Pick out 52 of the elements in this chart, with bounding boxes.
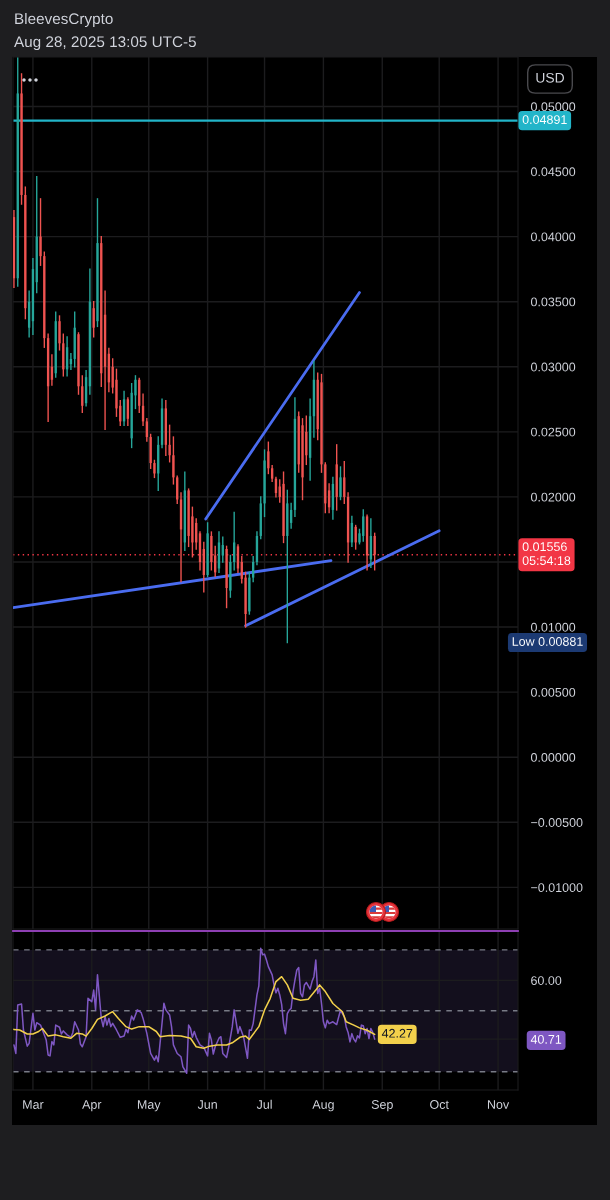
- candlestick: [263, 449, 266, 518]
- ref-line-label: 0.04891: [522, 115, 567, 124]
- candlestick: [187, 488, 190, 548]
- candlestick: [24, 186, 27, 320]
- candlestick: [115, 368, 118, 417]
- candlestick: [206, 522, 209, 577]
- y-tick-label: 0.05000: [530, 102, 576, 112]
- chart-title: BleevesCrypto: [15, 12, 113, 28]
- chart-subtitle: Aug 28, 2025 13:05 UTC-5: [14, 36, 196, 51]
- candlestick: [225, 545, 228, 609]
- y-axis-title: USD: [536, 72, 564, 83]
- x-tick-label: Mar: [23, 1100, 44, 1109]
- x-tick-label: Sep: [371, 1100, 393, 1112]
- candlestick: [286, 489, 289, 644]
- ref-line-label: 0.01556 05:54:18: [522, 542, 571, 565]
- x-tick-label: Oct: [430, 1100, 449, 1109]
- candlestick: [77, 332, 80, 395]
- candlestick: [301, 418, 304, 501]
- x-tick-label: May: [137, 1100, 161, 1112]
- candlestick: [39, 198, 42, 266]
- candlestick: [172, 436, 175, 485]
- candlestick: [96, 198, 99, 328]
- line-series: [13, 975, 376, 1050]
- x-tick-label: Nov: [487, 1100, 510, 1109]
- y-tick-label: 0.00000: [530, 753, 576, 762]
- candlestick: [58, 315, 61, 351]
- candlestick: [373, 532, 376, 571]
- candlestick: [20, 73, 23, 205]
- y-tick-label: 60.00: [531, 976, 562, 985]
- x-tick-label: Jun: [197, 1100, 217, 1109]
- y-tick-label: 0.00500: [530, 687, 576, 697]
- y-tick-label: 0.03500: [530, 297, 576, 307]
- candlestick: [153, 459, 156, 479]
- y-tick-label: 0.04000: [530, 232, 576, 242]
- y-tick-label: 40.71: [530, 1034, 562, 1044]
- x-tick-label: Apr: [82, 1100, 102, 1112]
- line-series: [13, 947, 376, 1075]
- annotation: Low 0.00881: [512, 637, 583, 646]
- candlestick: [339, 466, 342, 501]
- x-tick-label: Aug: [312, 1100, 334, 1112]
- candlestick: [320, 373, 323, 473]
- y-tick-label: −0.01000: [531, 883, 583, 892]
- candlestick: [282, 471, 285, 544]
- y-tick-label: 0.03000: [530, 362, 576, 372]
- y-tick-label: 0.02000: [530, 492, 576, 502]
- y-tick-label: 0.04500: [530, 167, 576, 177]
- y-tick-label: 0.02500: [530, 427, 576, 437]
- y-tick-label: 0.01000: [530, 622, 576, 632]
- x-tick-label: Jul: [256, 1099, 272, 1109]
- y-tick-label: −0.00500: [531, 818, 583, 827]
- data-label: 42.27: [381, 1028, 413, 1038]
- candlestick: [130, 382, 133, 449]
